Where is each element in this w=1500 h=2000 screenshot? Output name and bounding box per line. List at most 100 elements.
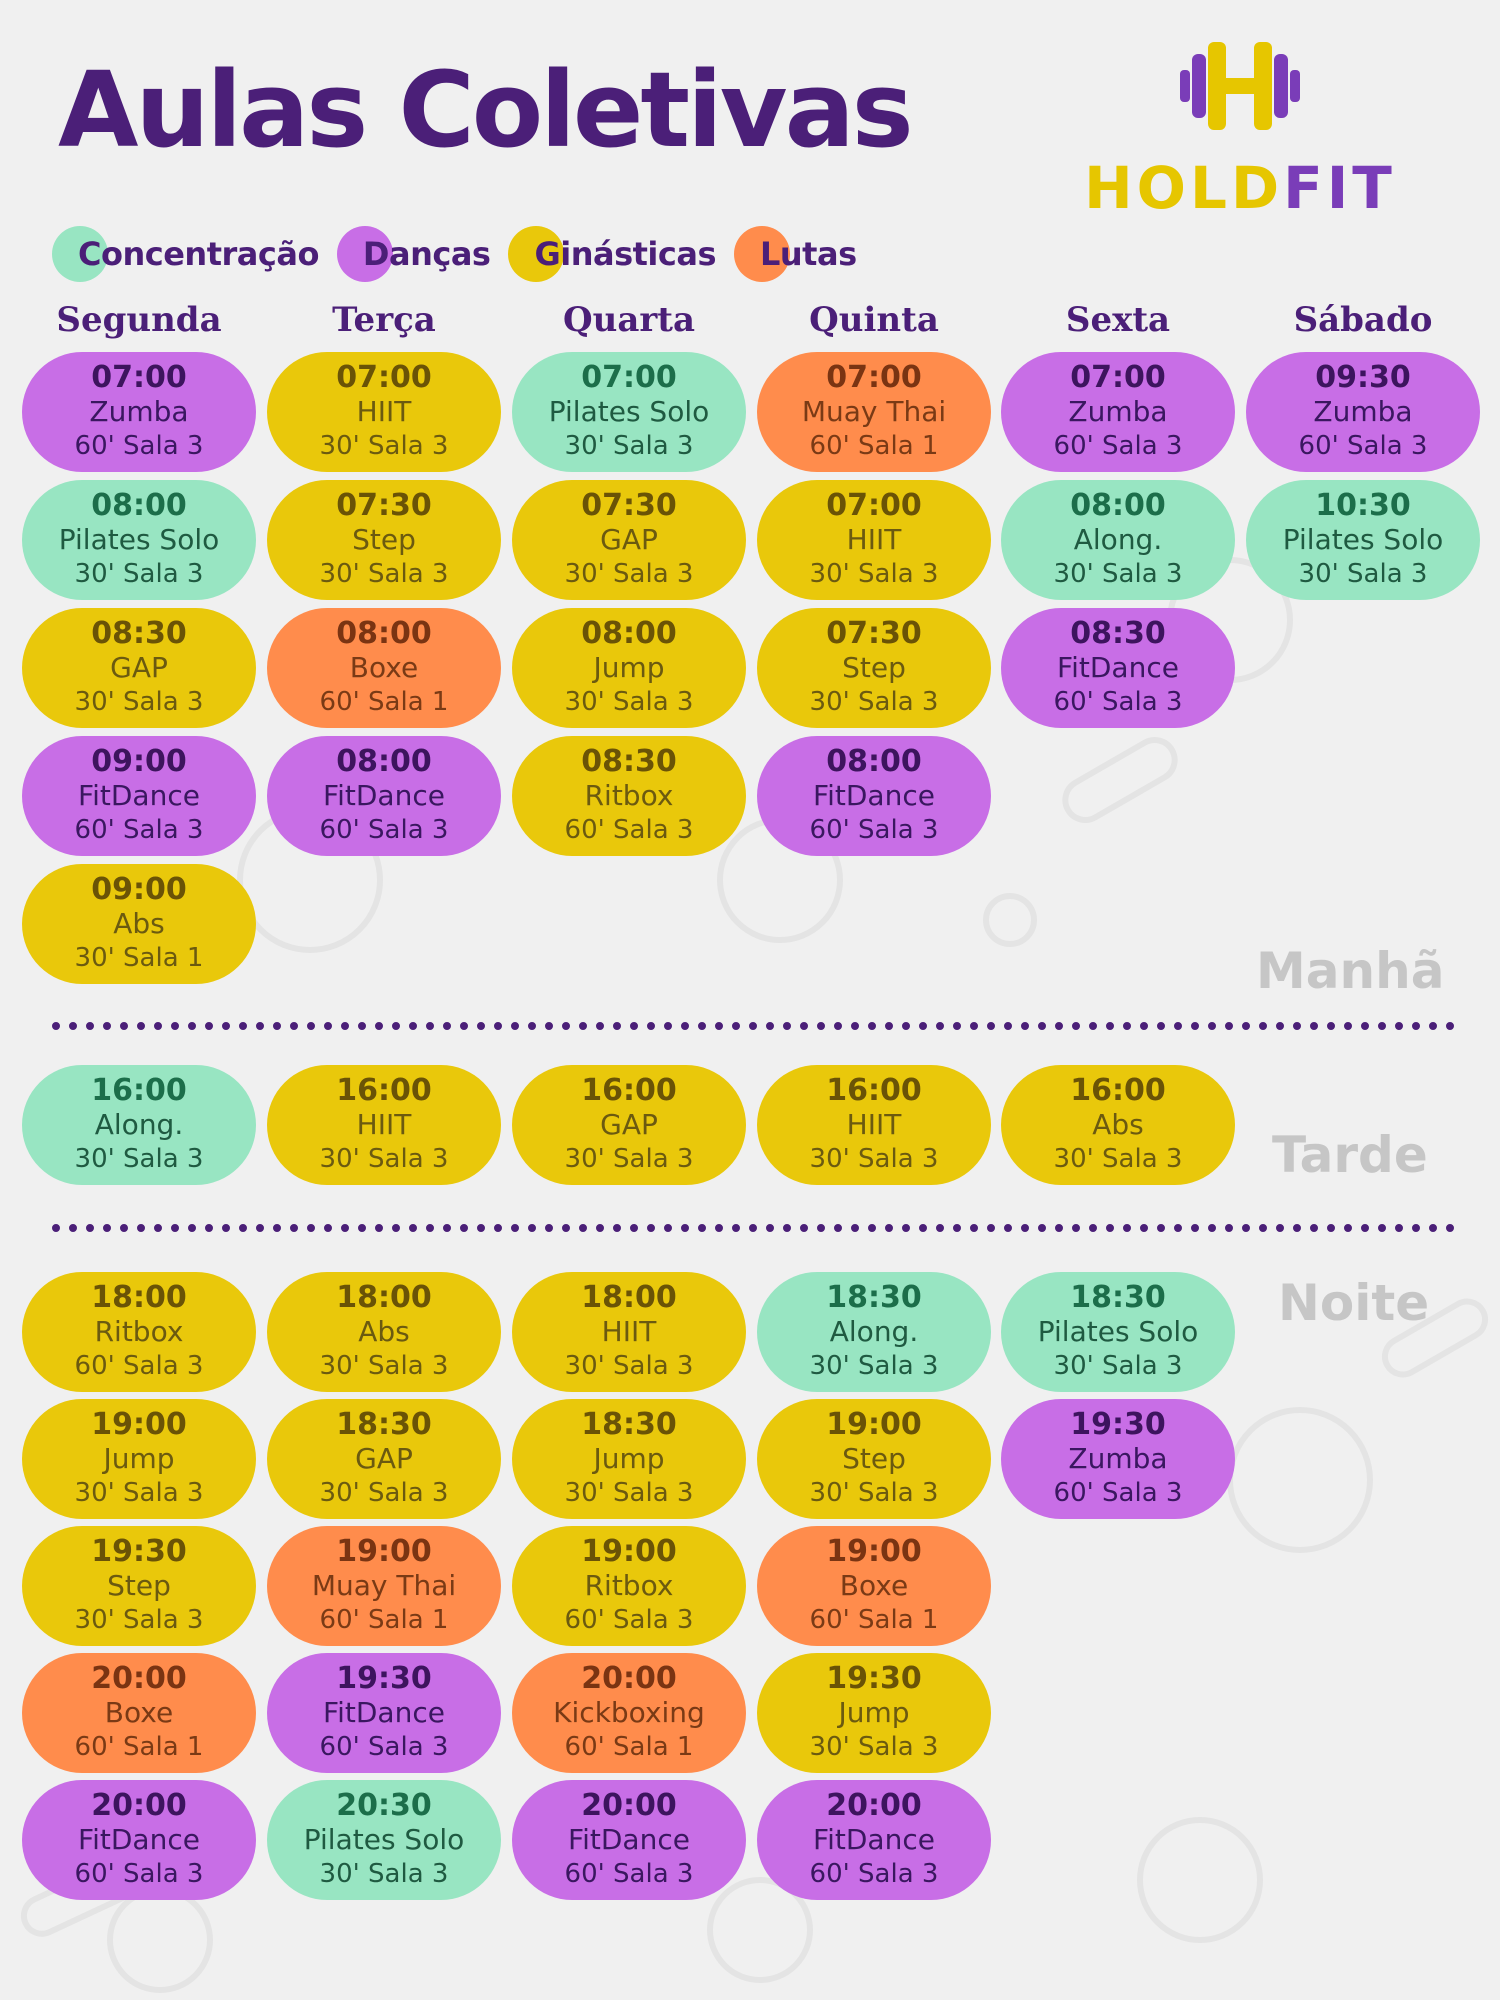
class-time: 08:30 [1070, 616, 1166, 651]
class-name: Pilates Solo [1037, 1315, 1199, 1348]
day-header: Quinta [809, 300, 939, 340]
class-duration-room: 30' Sala 3 [1053, 1351, 1183, 1381]
class-name: GAP [600, 1108, 658, 1141]
class-name: Boxe [104, 1696, 174, 1729]
class-duration-room: 30' Sala 3 [564, 1351, 694, 1381]
class-duration-room: 60' Sala 3 [1053, 431, 1183, 461]
class-name: Kickboxing [553, 1696, 705, 1729]
class-duration-room: 60' Sala 1 [74, 1732, 204, 1762]
class-duration-room: 30' Sala 3 [74, 1144, 204, 1174]
brand-name: HOLDFIT [1070, 158, 1410, 218]
class-name: HIIT [846, 523, 902, 556]
class-name: Zumba [89, 395, 189, 428]
legend-dot [508, 226, 565, 282]
day-header: Segunda [56, 300, 222, 340]
day-header: Sexta [1065, 300, 1171, 340]
class-time: 07:00 [91, 360, 187, 395]
class-time: 07:30 [826, 616, 922, 651]
class-time: 08:00 [581, 616, 677, 651]
page-title: Aulas Coletivas [58, 49, 914, 171]
class-duration-room: 30' Sala 3 [809, 1144, 939, 1174]
class-time: 20:00 [91, 1788, 187, 1823]
class-name: Abs [113, 907, 165, 940]
class-time: 09:30 [1315, 360, 1411, 395]
class-card: 08:00 FitDance 60' Sala 3 [757, 736, 991, 856]
class-duration-room: 60' Sala 3 [74, 1859, 204, 1889]
class-name: Pilates Solo [1282, 523, 1444, 556]
class-card: 08:30 Ritbox 60' Sala 3 [512, 736, 746, 856]
class-name: Zumba [1068, 395, 1168, 428]
class-duration-room: 30' Sala 3 [319, 1859, 449, 1889]
class-duration-room: 30' Sala 3 [319, 1478, 449, 1508]
class-time: 16:00 [91, 1073, 187, 1108]
class-duration-room: 30' Sala 3 [564, 1478, 694, 1508]
class-name: Muay Thai [311, 1569, 457, 1602]
class-time: 19:30 [91, 1534, 187, 1569]
legend-item-dancas: Danças [336, 226, 491, 282]
day-header: Quarta [562, 300, 695, 340]
brand-name-part2: FIT [1283, 154, 1396, 222]
class-card: 18:30 Along. 30' Sala 3 [757, 1272, 991, 1392]
class-name: HIIT [601, 1315, 657, 1348]
class-name: GAP [600, 523, 658, 556]
class-duration-room: 30' Sala 3 [809, 559, 939, 589]
class-name: Boxe [839, 1569, 909, 1602]
class-card: 19:30 FitDance 60' Sala 3 [267, 1653, 501, 1773]
class-time: 19:30 [826, 1661, 922, 1696]
class-time: 09:00 [91, 744, 187, 779]
class-duration-room: 60' Sala 3 [74, 1351, 204, 1381]
period-label-tarde: Tarde [1272, 1126, 1428, 1184]
class-time: 19:00 [91, 1407, 187, 1442]
category-legend: Concentração Danças Ginásticas Lutas [52, 226, 875, 282]
class-duration-room: 30' Sala 3 [319, 1144, 449, 1174]
class-card: 16:00 GAP 30' Sala 3 [512, 1065, 746, 1185]
class-name: Ritbox [584, 779, 674, 812]
class-duration-room: 60' Sala 3 [319, 815, 449, 845]
legend-item-concentracao: Concentração [52, 226, 319, 282]
class-duration-room: 30' Sala 3 [564, 431, 694, 461]
class-name: Step [352, 523, 416, 556]
class-duration-room: 60' Sala 3 [74, 815, 204, 845]
class-duration-room: 60' Sala 3 [1053, 1478, 1183, 1508]
class-card: 19:30 Zumba 60' Sala 3 [1001, 1399, 1235, 1519]
class-card: 20:00 FitDance 60' Sala 3 [22, 1780, 256, 1900]
class-card: 07:00 Zumba 60' Sala 3 [1001, 352, 1235, 472]
class-card: 08:00 Pilates Solo 30' Sala 3 [22, 480, 256, 600]
class-time: 18:00 [91, 1280, 187, 1315]
class-card: 20:30 Pilates Solo 30' Sala 3 [267, 1780, 501, 1900]
class-name: Along. [829, 1315, 919, 1348]
class-card: 07:00 Pilates Solo 30' Sala 3 [512, 352, 746, 472]
class-time: 19:00 [826, 1407, 922, 1442]
class-card: 19:00 Boxe 60' Sala 1 [757, 1526, 991, 1646]
class-card: 08:00 Boxe 60' Sala 1 [267, 608, 501, 728]
class-card: 09:30 Zumba 60' Sala 3 [1246, 352, 1480, 472]
class-card: 16:00 HIIT 30' Sala 3 [267, 1065, 501, 1185]
class-card: 18:00 Abs 30' Sala 3 [267, 1272, 501, 1392]
divider-tarde-noite [52, 1224, 1462, 1232]
class-name: HIIT [846, 1108, 902, 1141]
class-time: 20:00 [581, 1788, 677, 1823]
class-card: 20:00 Boxe 60' Sala 1 [22, 1653, 256, 1773]
legend-dot [52, 226, 108, 282]
class-duration-room: 30' Sala 3 [564, 1144, 694, 1174]
class-card: 08:30 FitDance 60' Sala 3 [1001, 608, 1235, 728]
class-time: 16:00 [581, 1073, 677, 1108]
class-name: FitDance [323, 1696, 445, 1729]
class-time: 08:00 [336, 744, 432, 779]
class-name: Step [842, 651, 906, 684]
class-time: 16:00 [1070, 1073, 1166, 1108]
class-card: 07:00 Muay Thai 60' Sala 1 [757, 352, 991, 472]
class-name: HIIT [356, 1108, 412, 1141]
brand-name-part1: HOLD [1084, 154, 1284, 222]
class-time: 19:00 [581, 1534, 677, 1569]
class-name: Ritbox [94, 1315, 184, 1348]
class-name: Ritbox [584, 1569, 674, 1602]
class-name: FitDance [813, 779, 935, 812]
class-duration-room: 30' Sala 3 [74, 1478, 204, 1508]
class-card: 08:00 FitDance 60' Sala 3 [267, 736, 501, 856]
class-duration-room: 30' Sala 3 [74, 1605, 204, 1635]
class-card: 19:00 Ritbox 60' Sala 3 [512, 1526, 746, 1646]
legend-item-ginasticas: Ginásticas [508, 226, 716, 282]
class-time: 07:00 [826, 488, 922, 523]
class-time: 07:30 [581, 488, 677, 523]
